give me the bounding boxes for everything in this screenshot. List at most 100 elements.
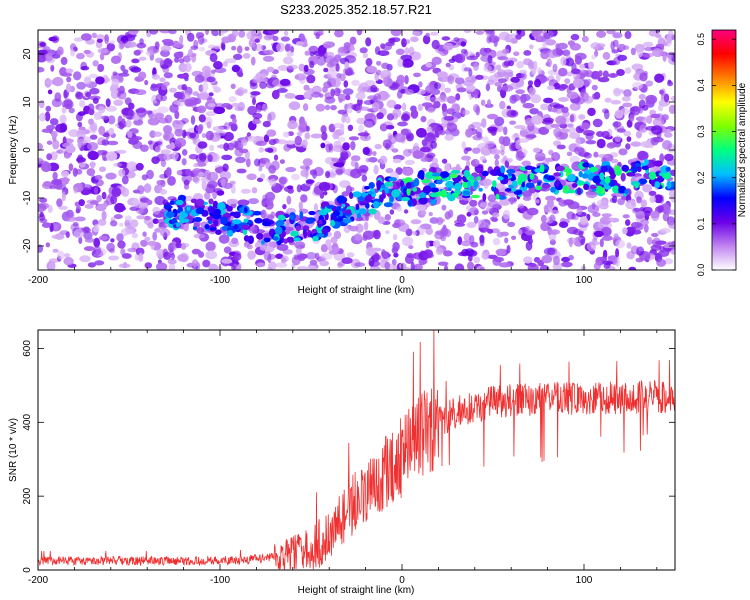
spectrogram-cell <box>579 216 588 225</box>
spectrogram-cell <box>55 123 67 133</box>
spectrogram-cell <box>390 30 402 37</box>
spectrogram-cell <box>276 243 289 251</box>
spectrogram-cell <box>38 160 42 165</box>
spectrogram-cell <box>615 248 620 258</box>
spectrogram-cell <box>437 95 449 103</box>
spectrogram-cell <box>359 106 370 111</box>
spectrogram-cell <box>237 199 250 206</box>
spectrogram-cell <box>355 105 362 114</box>
spectrogram-ridge-cell <box>368 208 377 215</box>
spectrogram-cell <box>304 132 311 140</box>
spectrogram-cell <box>80 33 92 41</box>
spectrogram-ridge-cell <box>256 232 264 240</box>
spectrogram-cell <box>585 132 594 141</box>
spectrogram-cell <box>285 220 290 230</box>
spectrogram-cell <box>373 93 382 102</box>
spectrogram-ridge-cell <box>614 167 622 176</box>
spectrogram-cell <box>256 262 266 268</box>
spectrogram-cell <box>112 71 118 76</box>
spectrogram-ridge-cell <box>231 219 242 225</box>
spectrogram-cell <box>454 222 466 227</box>
spectrogram-cell <box>259 245 267 251</box>
spectrogram-cell <box>314 252 320 260</box>
spectrogram-ridge-cell <box>599 172 605 181</box>
spectrogram-cell <box>440 231 447 242</box>
spectrogram-ridge-cell <box>195 198 205 207</box>
spectrogram-cell <box>570 33 580 41</box>
spectrogram-cell <box>315 32 321 39</box>
spectrogram-ridge-cell <box>440 171 450 178</box>
spectrogram-cell <box>51 131 58 138</box>
spectrogram-cell <box>469 235 475 245</box>
spectrogram-cell <box>480 99 486 106</box>
spectrogram-cell <box>380 72 385 80</box>
spectrogram-cell <box>140 144 149 152</box>
spectrogram-cell <box>303 84 310 91</box>
spectrogram-cell <box>509 197 514 205</box>
spectrogram-ridge-cell <box>391 189 400 198</box>
spectrogram-cell <box>403 209 409 214</box>
spectrogram-cell <box>553 140 562 147</box>
spectrogram-cell <box>92 60 99 67</box>
spectrogram-cell <box>246 30 256 40</box>
spectrogram-cell <box>232 30 239 38</box>
spectrogram-ridge-cell <box>553 172 562 177</box>
spectrogram-cell <box>190 115 196 125</box>
spectrogram-cell <box>464 248 475 257</box>
spectrogram-cell <box>97 48 109 54</box>
spectrogram-cell <box>535 199 540 204</box>
spectrogram-cell <box>65 231 70 238</box>
spectrogram-cell <box>534 78 541 88</box>
spectrogram-cell <box>344 62 349 70</box>
spectrogram-cell <box>530 94 542 104</box>
spectrogram-cell <box>93 112 103 120</box>
spectrogram-cell <box>287 120 298 130</box>
spectrogram-cell <box>87 150 99 161</box>
spectrogram-cell <box>553 127 562 138</box>
spectrogram-cell <box>436 71 448 78</box>
spectrogram-cell <box>652 117 665 128</box>
spectrogram-cell <box>38 142 43 151</box>
spectrogram-cell <box>569 103 581 111</box>
spectrogram-cell <box>565 57 575 67</box>
spectrogram-cell <box>51 178 62 186</box>
spectrogram-ridge-cell <box>217 202 226 210</box>
spectrogram-cell <box>417 103 423 112</box>
spectrogram-cell <box>123 261 128 269</box>
spectrogram-cell <box>612 121 622 128</box>
spectrogram-ridge-cell <box>543 174 549 180</box>
spectrogram-cell <box>393 252 399 258</box>
spectrogram-cell <box>76 52 85 60</box>
spectrogram-cell <box>586 241 597 252</box>
spectrogram-cell <box>488 75 500 83</box>
spectrogram-cell <box>110 238 115 243</box>
spectrogram-cell <box>642 116 648 124</box>
spectrogram-cell <box>381 62 390 69</box>
spectrogram-cell <box>251 119 262 125</box>
spectrogram-ridge-cell <box>330 219 336 227</box>
spectrogram-ridge-cell <box>413 178 420 187</box>
x-tick-label: 100 <box>576 275 593 286</box>
spectrogram-ridge-cell <box>175 222 181 228</box>
spectrogram-cell <box>359 47 368 54</box>
spectrogram-cell <box>233 252 242 261</box>
spectrogram-cell <box>573 97 585 105</box>
spectrogram-cell <box>432 240 441 248</box>
spectrogram-cell <box>497 56 509 61</box>
spectrogram-ridge-cell <box>635 162 640 168</box>
spectrogram-cell <box>384 261 391 270</box>
spectrogram-cell <box>540 221 550 232</box>
spectrogram-cell <box>412 231 417 236</box>
spectrogram-cell <box>349 36 357 45</box>
spectrogram-cell <box>149 30 159 35</box>
spectrogram-cell <box>662 140 672 150</box>
spectrogram-cell <box>121 94 126 100</box>
spectrogram-cell <box>297 255 306 262</box>
spectrogram-cell <box>376 60 382 66</box>
spectrogram-cell <box>207 103 216 108</box>
spectrogram-cell <box>133 49 141 56</box>
spectrogram-cell <box>151 156 160 165</box>
spectrogram-ridge-cell <box>563 166 569 173</box>
spectrogram-cell <box>298 63 306 72</box>
spectrogram-cell <box>154 195 166 206</box>
